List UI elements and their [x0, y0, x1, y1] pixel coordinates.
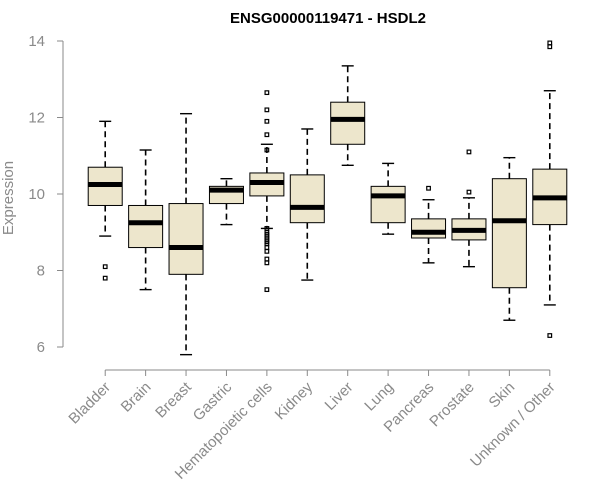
- y-axis-label: Expression: [0, 161, 17, 235]
- box-group: [168, 112, 204, 356]
- box-group: [532, 40, 568, 338]
- box: [128, 204, 164, 249]
- y-tick-label: 10: [28, 186, 45, 203]
- outlier-point: [102, 264, 108, 270]
- y-tick-label: 14: [28, 33, 45, 50]
- box-group: [128, 149, 164, 291]
- outlier-point: [264, 256, 270, 262]
- outlier-point: [547, 40, 553, 46]
- box-group: [330, 65, 366, 167]
- box-group: [249, 90, 285, 293]
- box-group: [87, 120, 123, 281]
- plot-area: [87, 40, 568, 356]
- box: [411, 218, 447, 239]
- y-tick-label: 6: [37, 339, 45, 356]
- outlier-point: [426, 185, 431, 191]
- outlier-point: [466, 189, 472, 195]
- x-tick-label: Lung: [361, 379, 397, 415]
- box-group: [370, 162, 406, 235]
- outlier-point: [264, 248, 270, 254]
- box: [491, 178, 527, 289]
- outlier-point: [264, 132, 270, 138]
- box: [370, 185, 406, 224]
- outlier-point: [264, 107, 270, 113]
- x-tick-label: Prostate: [426, 379, 478, 431]
- box-group: [208, 177, 244, 226]
- box-group: [289, 128, 325, 281]
- box: [289, 174, 325, 224]
- x-tick-label: Brain: [118, 379, 155, 416]
- outlier-point: [264, 118, 270, 124]
- y-tick-label: 12: [28, 110, 45, 127]
- outlier-point: [264, 260, 270, 266]
- chart-title: ENSG00000119471 - HSDL2: [230, 10, 426, 27]
- outlier-point: [264, 90, 270, 96]
- outlier-point: [264, 245, 270, 250]
- outlier-point: [264, 147, 270, 153]
- outlier-point: [264, 287, 270, 293]
- box-group: [451, 149, 487, 268]
- outlier-point: [547, 44, 553, 50]
- box: [168, 203, 204, 275]
- x-tick-label: Breast: [152, 378, 195, 421]
- box-group: [491, 156, 527, 321]
- y-tick-label: 8: [37, 263, 45, 280]
- outlier-point: [466, 149, 472, 155]
- x-tick-label: Liver: [322, 379, 357, 414]
- box: [330, 101, 366, 145]
- outlier-point: [102, 275, 108, 281]
- x-tick-label: Kidney: [272, 378, 317, 423]
- x-tick-label: Skin: [486, 379, 519, 412]
- y-axis: 6 8 10 12 14: [28, 33, 64, 356]
- x-tick-label: Bladder: [65, 379, 114, 428]
- outlier-point: [547, 333, 553, 338]
- box-group: [411, 185, 447, 264]
